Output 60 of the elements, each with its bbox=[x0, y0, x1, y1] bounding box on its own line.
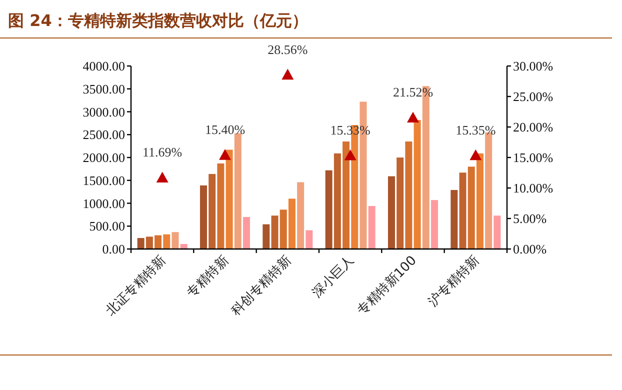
bar bbox=[431, 200, 438, 249]
bar bbox=[342, 141, 350, 249]
bar bbox=[234, 133, 242, 249]
bar bbox=[368, 206, 376, 249]
bar bbox=[226, 150, 233, 249]
bar bbox=[494, 216, 501, 249]
data-label: 15.40% bbox=[204, 122, 246, 138]
bar bbox=[297, 182, 304, 249]
y-tick-label: 2000.00 bbox=[82, 150, 125, 165]
x-tick-label: 沪专精特新 bbox=[425, 252, 482, 310]
data-label: 15.35% bbox=[456, 122, 496, 138]
x-tick-label: 专精特新100 bbox=[354, 253, 420, 318]
bar bbox=[476, 153, 484, 249]
bar bbox=[146, 236, 153, 249]
bar bbox=[414, 120, 421, 249]
bar bbox=[172, 232, 179, 249]
point bbox=[156, 172, 168, 182]
y2-tick-label: 0.00% bbox=[513, 242, 547, 256]
y2-tick-label: 25.00% bbox=[513, 89, 554, 104]
bar bbox=[280, 210, 287, 249]
bar bbox=[217, 163, 224, 249]
point bbox=[282, 68, 294, 80]
bar bbox=[306, 230, 313, 249]
y-tick-label: 500.00 bbox=[89, 218, 125, 234]
chart-title: 图 24：专精特新类指数营收对比（亿元） bbox=[8, 11, 308, 30]
bar bbox=[243, 216, 250, 249]
bar bbox=[208, 174, 216, 249]
bar bbox=[325, 170, 332, 249]
bar bbox=[200, 185, 207, 249]
y2-tick-label: 10.00% bbox=[513, 180, 554, 196]
y-tick-label: 1000.00 bbox=[82, 196, 125, 211]
point bbox=[344, 149, 356, 160]
bar bbox=[388, 176, 395, 249]
bar bbox=[137, 238, 144, 249]
bar bbox=[450, 190, 458, 249]
y2-tick-label: 20.00% bbox=[513, 120, 554, 134]
bar bbox=[154, 235, 162, 249]
y2-tick-label: 15.00% bbox=[513, 150, 554, 165]
bar bbox=[459, 172, 466, 249]
bar bbox=[271, 216, 278, 249]
bar bbox=[288, 198, 296, 249]
bar bbox=[163, 234, 170, 249]
x-tick-label: 深小巨人 bbox=[310, 253, 358, 301]
data-label: 28.56% bbox=[268, 42, 308, 57]
y-tick-label: 2500.00 bbox=[82, 127, 125, 142]
bar bbox=[405, 141, 412, 249]
y-tick-label: 3500.00 bbox=[82, 81, 125, 96]
point bbox=[219, 149, 231, 160]
point bbox=[407, 112, 419, 123]
y2-tick-label: 5.00% bbox=[513, 211, 547, 226]
y-tick-label: 1500.00 bbox=[82, 172, 125, 188]
y2-tick-label: 30.00% bbox=[513, 58, 554, 74]
bar bbox=[468, 166, 475, 249]
point bbox=[470, 149, 482, 160]
y-tick-label: 4000.00 bbox=[82, 58, 125, 74]
y-tick-label: 3000.00 bbox=[82, 104, 125, 120]
bar bbox=[334, 153, 341, 249]
data-label: 11.69% bbox=[142, 144, 182, 160]
bar bbox=[396, 158, 404, 249]
bar bbox=[262, 224, 270, 249]
